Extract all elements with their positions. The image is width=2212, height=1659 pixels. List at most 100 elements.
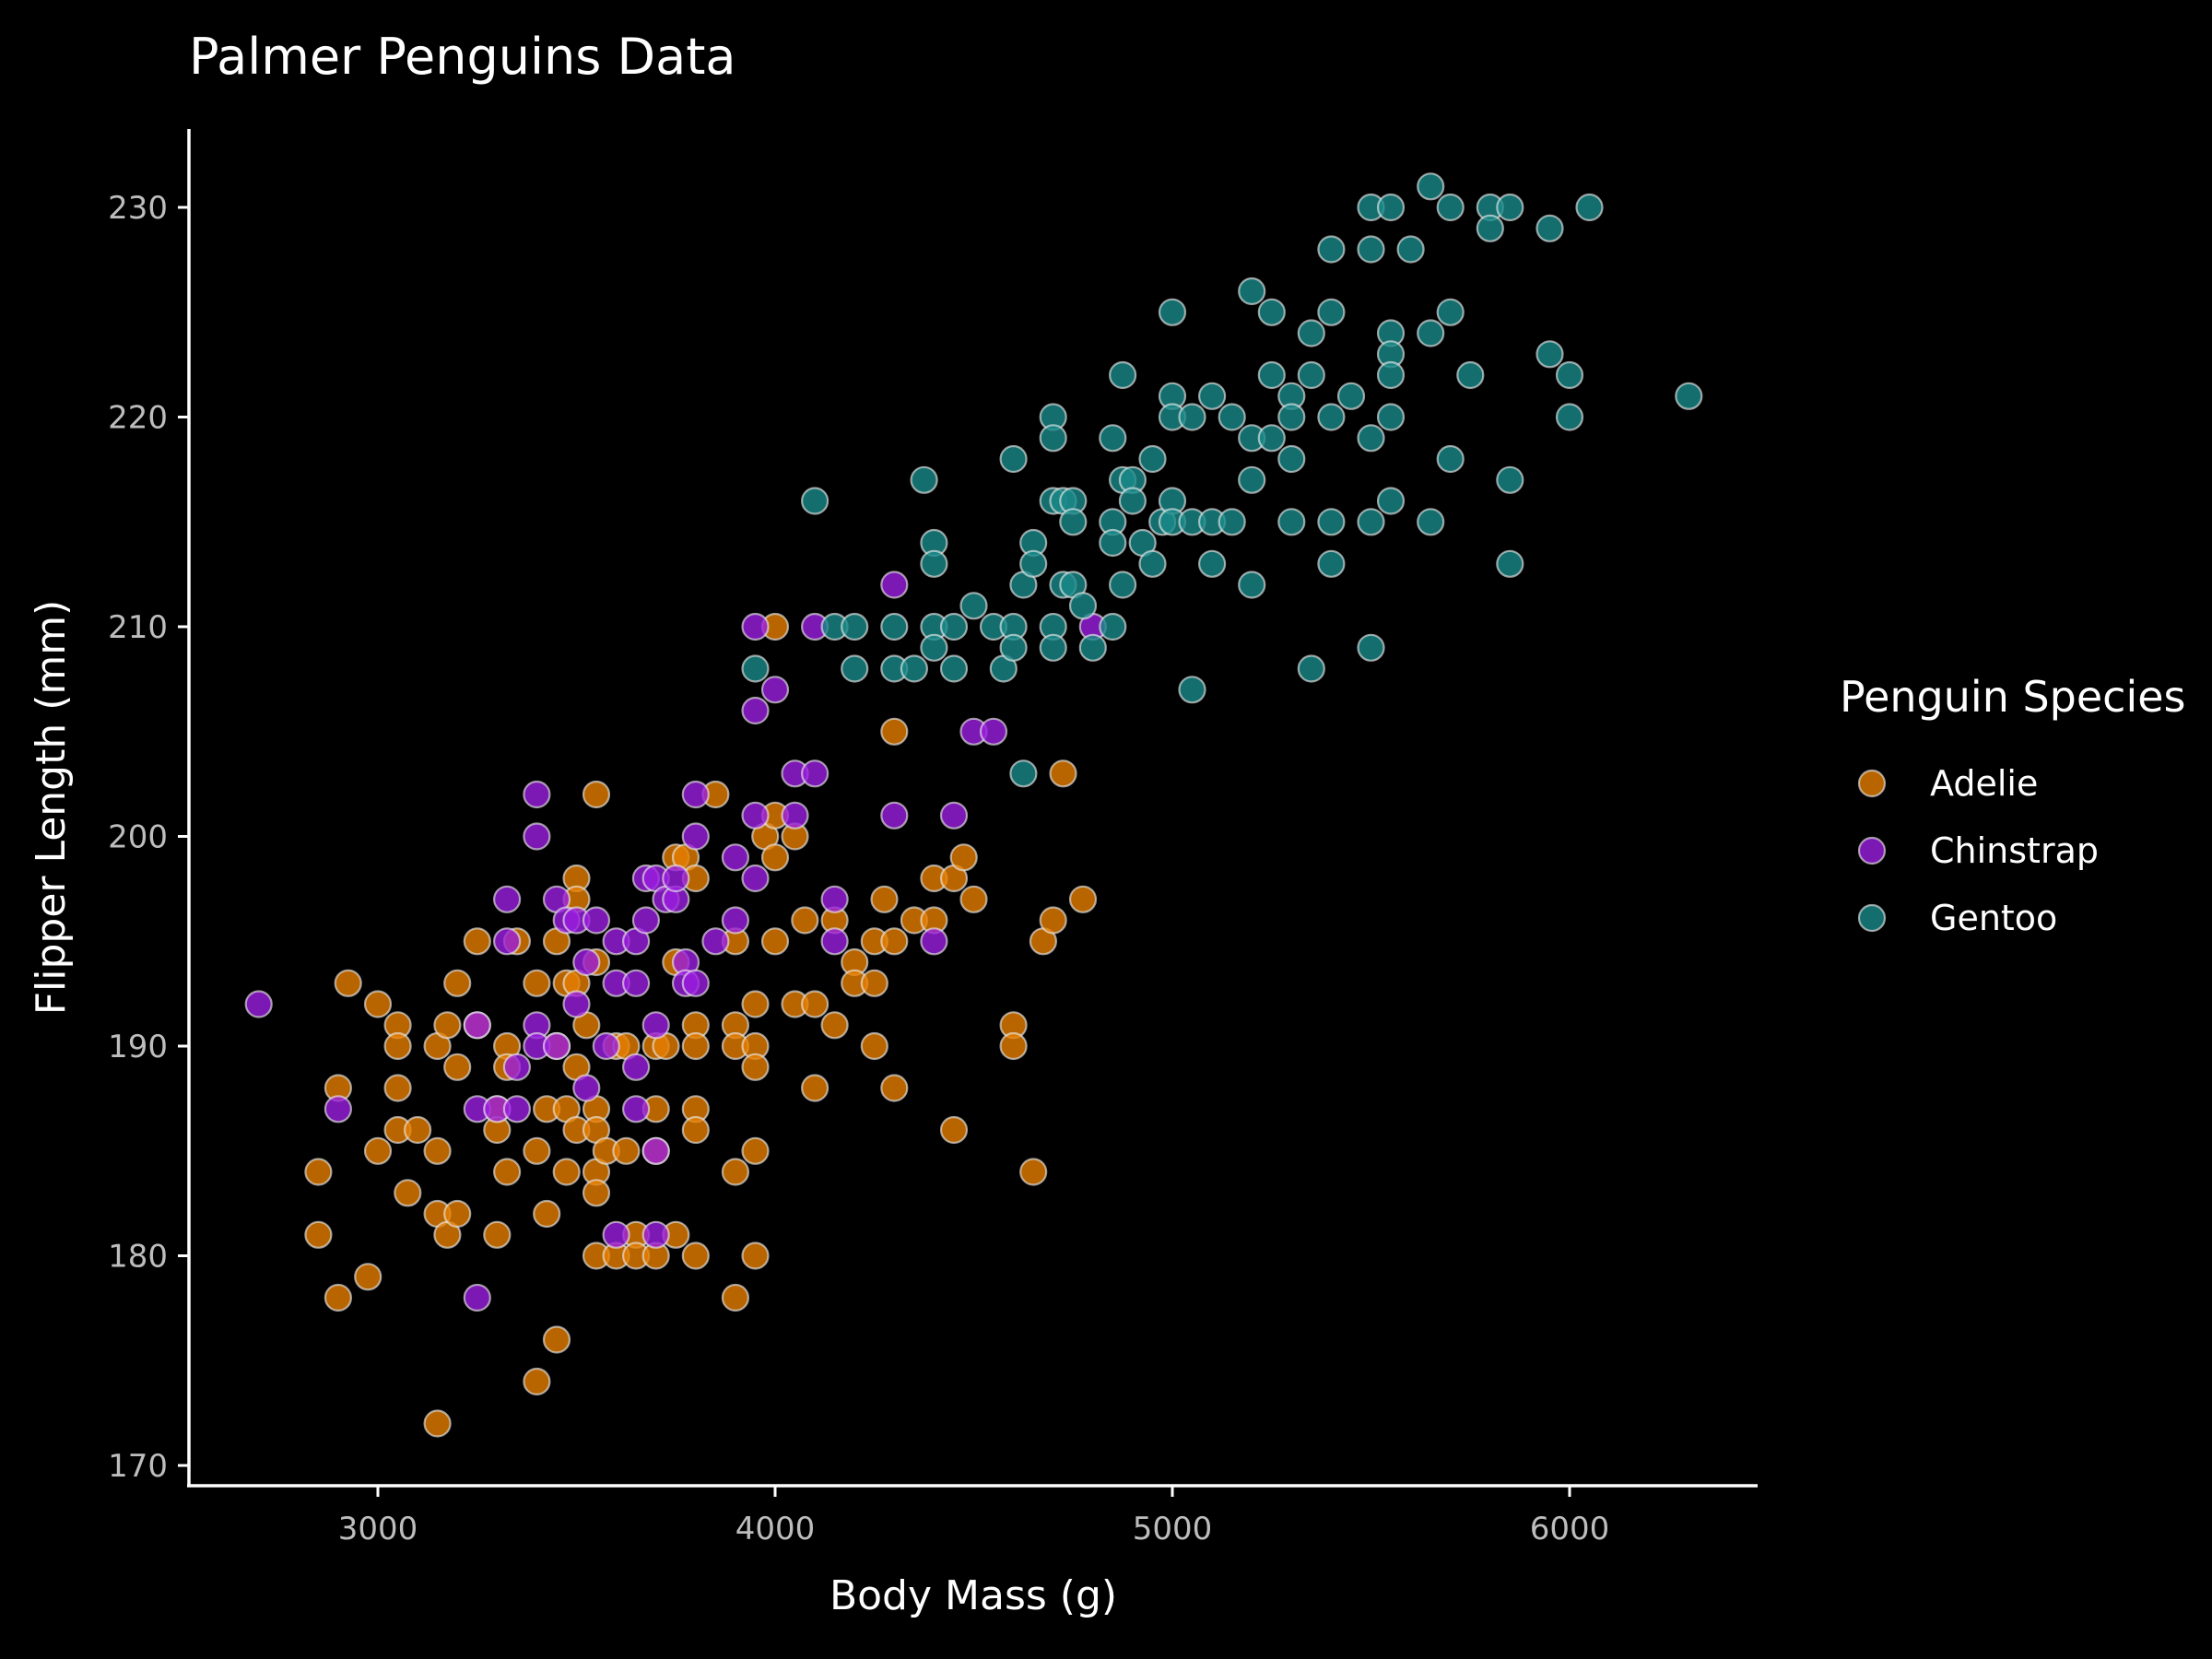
legend-key-gentoo [1857, 903, 1887, 933]
data-point-adelie [681, 1031, 710, 1061]
data-point-gentoo [741, 654, 770, 683]
y-tick-label: 230 [108, 190, 168, 227]
data-point-gentoo [1376, 487, 1406, 515]
data-point-chinstrap [621, 1095, 651, 1124]
data-point-adelie [1019, 1158, 1048, 1186]
data-point-adelie [443, 1053, 472, 1081]
data-point-gentoo [1277, 444, 1306, 474]
data-point-gentoo [1357, 508, 1385, 536]
x-axis-ticks: 3000 4000 5000 6000 [338, 1486, 1609, 1547]
data-point-gentoo [1357, 633, 1385, 662]
data-point-chinstrap [502, 1095, 532, 1124]
data-point-adelie [483, 1220, 512, 1249]
data-point-gentoo [1417, 172, 1445, 201]
data-point-gentoo [1257, 360, 1286, 390]
data-point-adelie [423, 1409, 452, 1438]
data-point-chinstrap [880, 801, 909, 830]
data-point-gentoo [1078, 633, 1107, 662]
data-point-gentoo [1099, 612, 1127, 641]
data-point-gentoo [1317, 403, 1346, 431]
y-axis-title: Flipper Length (mm) [28, 600, 75, 1016]
data-point-chinstrap [621, 1053, 651, 1081]
data-point-gentoo [1297, 319, 1325, 347]
data-point-gentoo [1476, 214, 1504, 242]
data-point-adelie [800, 990, 830, 1018]
data-point-chinstrap [592, 1031, 620, 1061]
data-point-chinstrap [324, 1095, 352, 1124]
data-point-gentoo [1218, 508, 1246, 536]
data-point-gentoo [1277, 403, 1306, 431]
data-point-chinstrap [641, 1011, 670, 1040]
data-point-adelie [523, 969, 551, 997]
data-point-adelie [324, 1283, 352, 1312]
data-point-chinstrap [741, 696, 770, 725]
data-point-gentoo [959, 592, 988, 620]
data-point-chinstrap [741, 801, 770, 830]
data-point-chinstrap [741, 612, 770, 641]
legend-label-adelie: Adelie [1930, 763, 2038, 804]
data-point-gentoo [1317, 298, 1346, 326]
data-point-gentoo [1238, 571, 1266, 599]
data-point-gentoo [999, 633, 1028, 662]
data-point-chinstrap [721, 843, 750, 872]
data-point-gentoo [1317, 235, 1346, 264]
data-point-chinstrap [492, 885, 522, 913]
data-point-gentoo [1138, 444, 1167, 474]
data-point-gentoo [1178, 676, 1206, 704]
data-point-chinstrap [492, 927, 522, 956]
data-point-chinstrap [523, 822, 551, 851]
data-point-adelie [363, 1136, 393, 1165]
data-point-adelie [582, 1179, 611, 1207]
data-point-adelie [612, 1136, 641, 1165]
data-point-adelie [741, 1241, 770, 1270]
data-point-adelie [741, 990, 770, 1018]
data-point-chinstrap [979, 717, 1008, 746]
data-point-chinstrap [820, 885, 849, 913]
data-point-gentoo [910, 465, 938, 494]
data-point-gentoo [939, 612, 969, 641]
data-point-adelie [354, 1263, 382, 1291]
data-point-gentoo [1099, 424, 1127, 453]
data-point-gentoo [1376, 403, 1406, 431]
data-point-adelie [800, 1074, 830, 1102]
data-point-adelie [463, 927, 491, 956]
data-point-gentoo [1417, 319, 1445, 347]
data-point-adelie [880, 717, 909, 746]
data-point-chinstrap [244, 990, 273, 1018]
data-point-chinstrap [741, 864, 770, 893]
data-point-adelie [880, 927, 909, 956]
data-point-gentoo [1456, 360, 1485, 390]
x-tick-label: 5000 [1133, 1511, 1213, 1547]
data-point-gentoo [1535, 340, 1564, 369]
data-point-gentoo [1297, 654, 1325, 683]
data-point-gentoo [1357, 235, 1385, 264]
data-point-adelie [542, 1325, 571, 1354]
data-point-chinstrap [721, 906, 750, 935]
data-point-adelie [760, 843, 790, 872]
data-point-gentoo [1317, 508, 1346, 536]
data-point-gentoo [1118, 487, 1147, 515]
data-point-adelie [394, 1179, 422, 1207]
data-point-gentoo [900, 654, 929, 683]
legend-items: Adelie Chinstrap Gentoo [1857, 763, 2099, 938]
data-point-gentoo [1138, 549, 1167, 578]
data-point-adelie [681, 1241, 710, 1270]
data-point-chinstrap [463, 1283, 491, 1312]
data-point-chinstrap [641, 1220, 670, 1249]
data-point-gentoo [800, 487, 830, 515]
data-point-adelie [423, 1136, 452, 1165]
data-point-gentoo [1197, 382, 1227, 410]
data-point-gentoo [1535, 214, 1564, 242]
data-point-chinstrap [502, 1053, 532, 1081]
data-point-gentoo [1277, 508, 1306, 536]
data-point-chinstrap [572, 947, 601, 977]
data-point-chinstrap [681, 780, 710, 809]
data-point-adelie [860, 969, 888, 997]
data-point-gentoo [1436, 444, 1465, 474]
data-point-gentoo [1555, 403, 1584, 431]
data-point-gentoo [1396, 235, 1425, 264]
data-point-gentoo [1039, 633, 1067, 662]
data-point-adelie [523, 1136, 551, 1165]
data-point-gentoo [1297, 360, 1325, 390]
